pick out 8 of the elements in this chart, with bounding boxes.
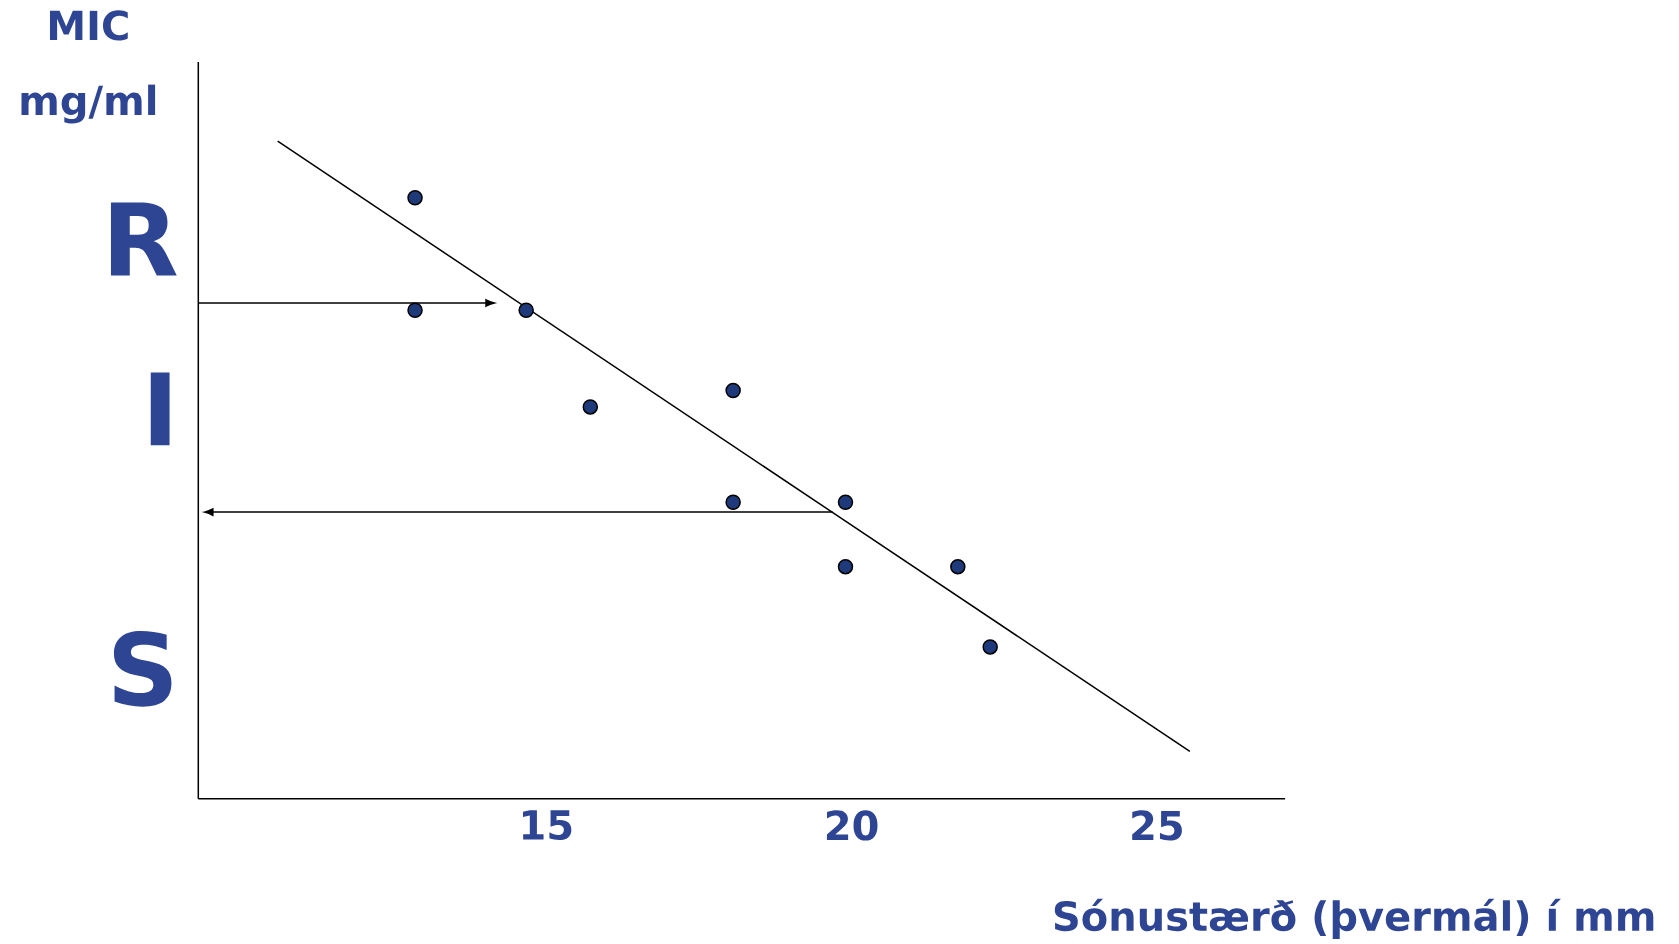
- text: I: [150, 372, 170, 446]
- x-axis-title: Sónustærð (þvermál) í mm: [1054, 898, 1654, 940]
- text: R: [110, 202, 177, 276]
- x-tick-label: 25: [1132, 810, 1182, 841]
- x-tick-label: 20: [826, 810, 878, 841]
- text: S: [113, 631, 172, 707]
- x-tick-label: 15: [523, 810, 572, 841]
- y-axis-title: MIC mg/ml: [21, 10, 156, 124]
